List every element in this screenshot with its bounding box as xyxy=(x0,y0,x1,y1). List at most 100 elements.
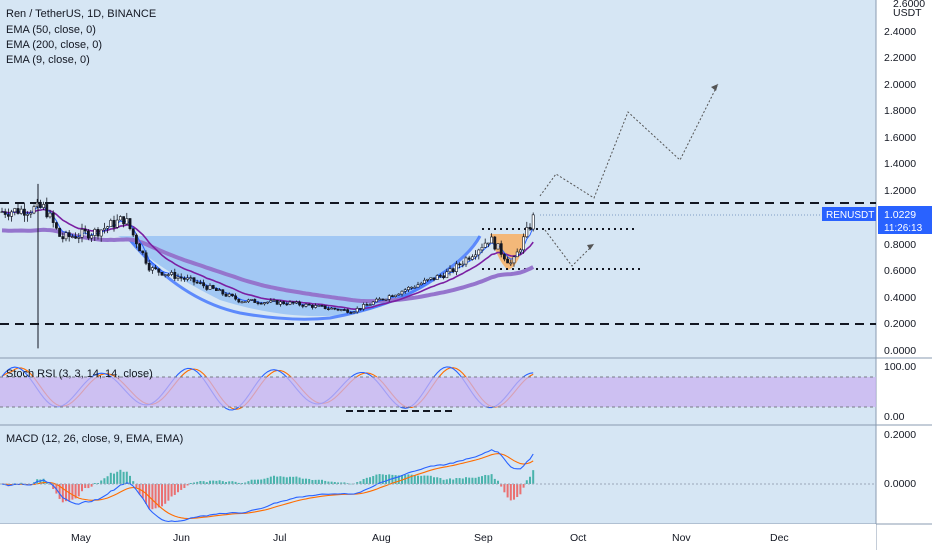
symbol-title[interactable]: Ren / TetherUS, 1D, BINANCE xyxy=(6,8,156,20)
stoch-tick: 100.00 xyxy=(884,361,916,373)
macd-histogram-bar xyxy=(81,484,83,492)
price-tick: 1.6000 xyxy=(884,132,916,144)
price-tick: 0.6000 xyxy=(884,265,916,277)
macd-histogram-bar xyxy=(321,479,323,484)
macd-histogram-bar xyxy=(177,484,179,493)
candle-body xyxy=(122,216,126,225)
candle-body xyxy=(125,218,129,225)
macd-histogram-bar xyxy=(506,484,509,498)
indicator-ema9[interactable]: EMA (9, close, 0) xyxy=(6,54,90,66)
macd-histogram-bar xyxy=(308,478,311,484)
candle-body xyxy=(90,235,94,239)
projection-path-alt[interactable] xyxy=(544,229,595,267)
macd-histogram-bar xyxy=(189,483,192,484)
candle-body xyxy=(522,236,526,251)
macd-histogram-bar xyxy=(221,481,224,484)
candle-body xyxy=(512,256,516,264)
macd-histogram-bar xyxy=(410,474,413,484)
candle-body xyxy=(342,309,346,311)
price-tick: 0.8000 xyxy=(884,239,916,251)
price-tick-partial: 2.6000 xyxy=(893,0,925,10)
symbol-price-tag[interactable] xyxy=(822,207,876,221)
macd-histogram-bar xyxy=(161,484,163,507)
last-price-tag[interactable] xyxy=(878,206,932,234)
candle-body xyxy=(221,289,225,295)
projection-path-up[interactable] xyxy=(539,83,719,199)
candle-body xyxy=(355,308,359,313)
macd-histogram-bar xyxy=(42,478,45,484)
candle-body xyxy=(525,227,529,238)
candle-body xyxy=(298,301,302,306)
macd-histogram-bar xyxy=(513,484,515,500)
candle-body xyxy=(451,268,455,272)
candle-body xyxy=(26,213,30,216)
macd-histogram-bar xyxy=(516,484,519,498)
candle-body xyxy=(186,277,190,280)
macd-histogram-bar xyxy=(218,480,221,484)
candle-body xyxy=(486,242,490,245)
symbol-tag-label: RENUSDT xyxy=(826,210,874,221)
candle-body xyxy=(16,208,20,214)
candle-body xyxy=(272,300,276,302)
candle-body xyxy=(160,271,164,276)
macd-histogram-bar xyxy=(122,471,125,484)
candle-body xyxy=(397,293,401,296)
macd-histogram-bar xyxy=(397,475,400,484)
candle-body xyxy=(323,305,327,310)
macd-histogram-bar xyxy=(289,476,291,484)
candle-body xyxy=(506,258,510,264)
macd-histogram-bar xyxy=(365,477,368,484)
macd-histogram-bar xyxy=(295,476,298,484)
macd-histogram-bar xyxy=(439,478,442,484)
macd-histogram-bar xyxy=(90,484,93,487)
ema200-layer xyxy=(1,227,535,304)
macd-histogram-bar xyxy=(490,474,493,484)
candle-body xyxy=(483,242,487,248)
candle-body xyxy=(77,236,81,239)
macd-histogram-bar xyxy=(417,475,419,484)
candle-body xyxy=(317,305,321,307)
macd-histogram-bar xyxy=(378,474,381,484)
macd-histogram-bar xyxy=(167,484,170,501)
macd-histogram-bar xyxy=(391,474,394,484)
last-price-value: 1.0229 xyxy=(884,209,916,221)
handle-shape[interactable] xyxy=(490,234,526,270)
indicator-ema200[interactable]: EMA (200, close, 0) xyxy=(6,39,102,51)
macd-histogram-bar xyxy=(196,481,199,484)
candle-body xyxy=(266,301,270,304)
macd-histogram-bar xyxy=(199,480,202,484)
macd-histogram-bar xyxy=(241,483,243,484)
macd-title[interactable]: MACD (12, 26, close, 9, EMA, EMA) xyxy=(6,433,183,445)
candle-body xyxy=(131,228,135,236)
candle-body xyxy=(416,284,420,288)
currency-label[interactable]: USDT xyxy=(893,7,922,19)
macd-histogram-bar xyxy=(420,475,423,484)
macd-histogram-bar xyxy=(212,480,215,484)
macd-histogram-bar xyxy=(183,484,186,489)
candle-body xyxy=(240,301,244,304)
time-label: Nov xyxy=(672,532,691,544)
macd-histogram-bar xyxy=(449,478,451,484)
candle-body xyxy=(151,267,154,271)
macd-histogram-bar xyxy=(39,479,42,484)
candle-body xyxy=(326,308,330,311)
indicator-ema50[interactable]: EMA (50, close, 0) xyxy=(6,24,96,36)
candle-body xyxy=(477,249,481,256)
stoch-rsi-title[interactable]: Stoch RSI (3, 3, 14, 14, close) xyxy=(6,368,153,380)
candle-body xyxy=(528,227,532,230)
macd-histogram-bar xyxy=(129,475,131,484)
candle-body xyxy=(115,219,119,228)
candle-body xyxy=(183,277,186,280)
candle-body xyxy=(531,214,535,230)
macd-histogram-bar xyxy=(532,470,535,484)
macd-histogram-bar xyxy=(436,477,439,484)
macd-histogram-bar xyxy=(109,472,112,484)
candle-body xyxy=(96,229,100,237)
candle-body xyxy=(464,257,468,265)
candle-body xyxy=(362,304,366,310)
macd-histogram-bar xyxy=(209,480,211,484)
candle-body xyxy=(144,252,148,264)
candle-body xyxy=(304,303,308,307)
macd-histogram-bar xyxy=(253,479,256,484)
